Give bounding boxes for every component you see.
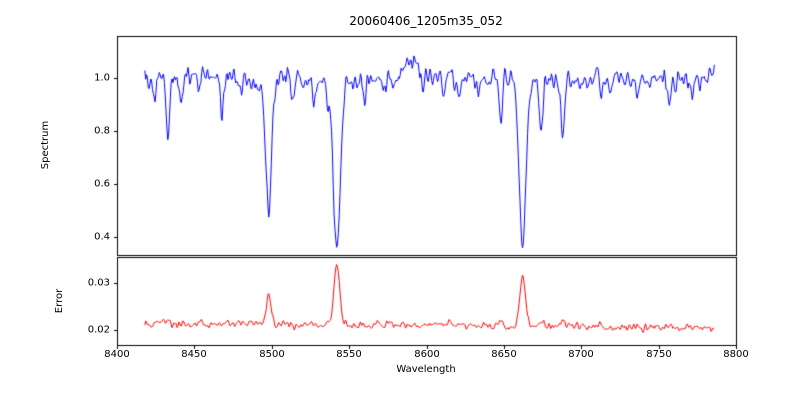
x-axis-label: Wavelength bbox=[396, 364, 456, 375]
y-tick-label: 0.03 bbox=[87, 277, 110, 289]
x-tick-label: 8700 bbox=[568, 349, 594, 360]
x-tick-label: 8400 bbox=[104, 349, 130, 360]
x-tick-label: 8500 bbox=[259, 349, 285, 360]
x-tick-label: 8650 bbox=[491, 349, 517, 360]
x-tick-label: 8600 bbox=[414, 349, 440, 360]
chart-title: 20060406_1205m35_052 bbox=[349, 14, 503, 28]
x-tick-label: 8750 bbox=[646, 349, 672, 360]
y-tick-label: 0.8 bbox=[94, 125, 110, 137]
y-tick-label: 1.0 bbox=[94, 72, 110, 84]
x-tick-label: 8450 bbox=[181, 349, 207, 360]
y-tick-label: 0.4 bbox=[94, 231, 110, 243]
y-axis-label-spectrum: Spectrum bbox=[40, 120, 51, 170]
x-tick-label: 8550 bbox=[336, 349, 362, 360]
y-tick-label: 0.6 bbox=[94, 178, 110, 190]
x-tick-label: 8800 bbox=[723, 349, 749, 360]
y-tick-label: 0.02 bbox=[87, 324, 110, 336]
y-axis-label-error: Error bbox=[54, 288, 65, 314]
